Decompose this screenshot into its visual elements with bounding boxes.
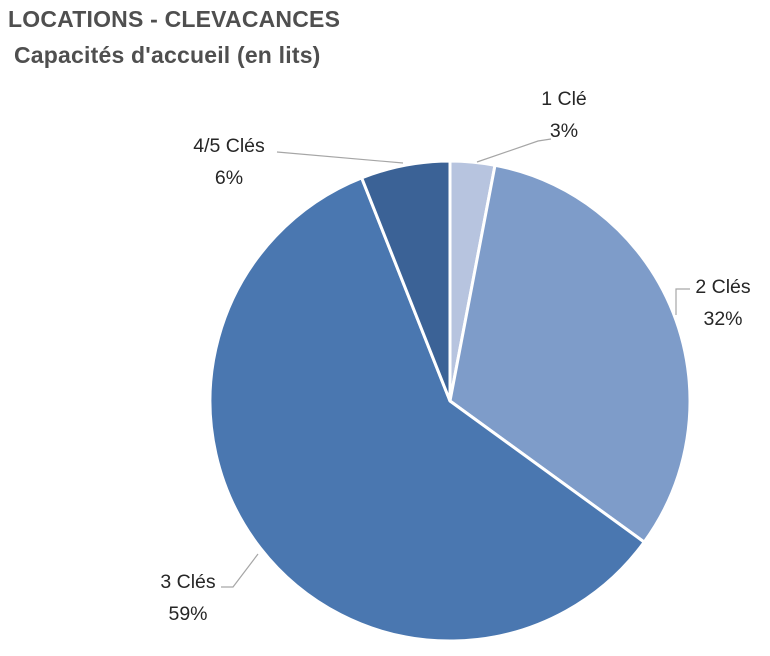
- leader-line-2cles: [675, 288, 690, 315]
- data-label-1cle: 1 Clé 3%: [541, 83, 587, 147]
- pie-slices: [208, 159, 692, 643]
- data-label-2cles: 2 Clés 32%: [695, 271, 750, 335]
- chart-title: LOCATIONS - CLEVACANCES: [8, 6, 341, 32]
- data-label-2cles-pct: 32%: [703, 308, 743, 330]
- leader-line-3cles: [221, 553, 259, 588]
- data-label-45cles-name: 4/5 Clés: [193, 135, 265, 157]
- data-label-3cles: 3 Clés 59%: [160, 566, 215, 630]
- leader-line-1cle: [476, 138, 552, 163]
- data-label-1cle-pct: 3%: [549, 120, 579, 142]
- pie-slice-4-5-cl-s: [360, 159, 452, 403]
- data-label-1cle-name: 1 Clé: [541, 88, 587, 110]
- chart-subtitle: Capacités d'accueil (en lits): [14, 42, 321, 68]
- pie-slice-3-cl-s: [208, 176, 646, 643]
- pie-slice-2-cl-s: [448, 163, 692, 544]
- data-label-3cles-name: 3 Clés: [160, 571, 216, 593]
- data-label-45cles: 4/5 Clés 6%: [193, 130, 265, 194]
- data-label-45cles-pct: 6%: [214, 167, 244, 189]
- leader-line-45cles: [276, 151, 404, 164]
- data-label-3cles-pct: 59%: [168, 603, 208, 625]
- data-label-2cles-name: 2 Clés: [695, 276, 751, 298]
